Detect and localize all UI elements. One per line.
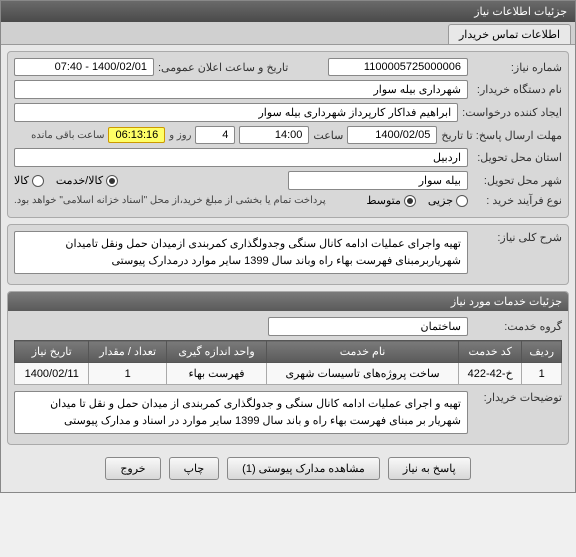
cell-qty: 1 [89,363,166,385]
col-unit: واحد اندازه گیری [166,341,266,363]
col-name: نام خدمت [267,341,459,363]
desc-label: شرح کلی نیاز: [472,231,562,244]
city-field: بیله سوار [288,171,468,190]
main-window: جزئیات اطلاعات نیاز اطلاعات تماس خریدار … [0,0,576,493]
col-row: ردیف [522,341,562,363]
province-label: استان محل تحویل: [472,151,562,164]
cell-date: 1400/02/11 [15,363,89,385]
process-label: نوع فرآیند خرید : [472,194,562,207]
deadline-time-field: 14:00 [239,126,309,144]
print-button[interactable]: چاپ [169,457,220,480]
goods-service-group: کالا/خدمت کالا [14,174,118,187]
creator-field: ابراهیم فداکار کارپرداز شهرداری بیله سوا… [14,103,458,122]
radio-partial[interactable]: جزیی [428,194,468,207]
countdown-timer: 06:13:16 [108,127,165,143]
payment-note: پرداخت تمام یا بخشی از مبلغ خرید،از محل … [14,195,326,206]
radio-medium-icon [404,195,416,207]
tab-bar: اطلاعات تماس خریدار [1,22,575,45]
group-field: ساختمان [268,317,468,336]
deadline-label: مهلت ارسال پاسخ: تا تاریخ [441,129,562,142]
services-panel: جزئیات خدمات مورد نیاز گروه خدمت: ساختما… [7,291,569,445]
content-area: شماره نیاز: 1100005725000006 تاریخ و ساع… [1,45,575,492]
services-table: ردیف کد خدمت نام خدمت واحد اندازه گیری ت… [14,340,562,385]
req-no-label: شماره نیاز: [472,61,562,74]
table-row[interactable]: 1 خ-42-422 ساخت پروژه‌های تاسیسات شهری ف… [15,363,562,385]
remain-days-label: روز و [169,130,191,141]
radio-service[interactable]: کالا/خدمت [56,174,118,187]
remain-suffix: ساعت باقی مانده [31,130,104,141]
group-label: گروه خدمت: [472,320,562,333]
button-bar: پاسخ به نیاز مشاهده مدارک پیوستی (1) چاپ… [7,451,569,486]
radio-medium[interactable]: متوسط [366,194,416,207]
cell-row: 1 [522,363,562,385]
req-no-field: 1100005725000006 [328,58,468,76]
desc-text: تهیه واجرای عملیات ادامه کانال سنگی وجدو… [14,231,468,274]
cell-name: ساخت پروژه‌های تاسیسات شهری [267,363,459,385]
announce-label: تاریخ و ساعت اعلان عمومی: [158,61,288,74]
tab-contact-info[interactable]: اطلاعات تماس خریدار [448,24,571,44]
proc-partial-label: جزیی [428,194,453,207]
info-panel: شماره نیاز: 1100005725000006 تاریخ و ساع… [7,51,569,218]
creator-label: ایجاد کننده درخواست: [462,106,562,119]
window-titlebar: جزئیات اطلاعات نیاز [1,1,575,22]
city-label: شهر محل تحویل: [472,174,562,187]
cell-unit: فهرست بهاء [166,363,266,385]
reply-button[interactable]: پاسخ به نیاز [388,457,471,480]
table-header-row: ردیف کد خدمت نام خدمت واحد اندازه گیری ت… [15,341,562,363]
window-title: جزئیات اطلاعات نیاز [474,6,567,18]
goods-label: کالا [14,174,29,187]
col-qty: تعداد / مقدار [89,341,166,363]
attachments-button[interactable]: مشاهده مدارک پیوستی (1) [227,457,380,480]
buyer-notes-text: تهیه و اجرای عملیات ادامه کانال سنگی و ج… [14,391,468,434]
radio-partial-icon [456,195,468,207]
goods-service-label: کالا/خدمت [56,174,103,187]
radio-goods[interactable]: کالا [14,174,44,187]
col-code: کد خدمت [458,341,522,363]
buyer-label: نام دستگاه خریدار: [472,83,562,96]
deadline-date-field: 1400/02/05 [347,126,437,144]
time-label: ساعت [313,129,343,142]
remain-days-field: 4 [195,126,235,144]
radio-service-icon [106,175,118,187]
announce-field: 1400/02/01 - 07:40 [14,58,154,76]
desc-panel: شرح کلی نیاز: تهیه واجرای عملیات ادامه ک… [7,224,569,285]
exit-button[interactable]: خروج [105,457,160,480]
proc-medium-label: متوسط [366,194,401,207]
buyer-field: شهرداری بیله سوار [14,80,468,99]
radio-goods-icon [32,175,44,187]
cell-code: خ-42-422 [458,363,522,385]
process-group: جزیی متوسط [366,194,468,207]
buyer-notes-label: توضیحات خریدار: [472,391,562,404]
services-header: جزئیات خدمات مورد نیاز [8,292,568,311]
col-date: تاریخ نیاز [15,341,89,363]
province-field: اردبیل [14,148,468,167]
